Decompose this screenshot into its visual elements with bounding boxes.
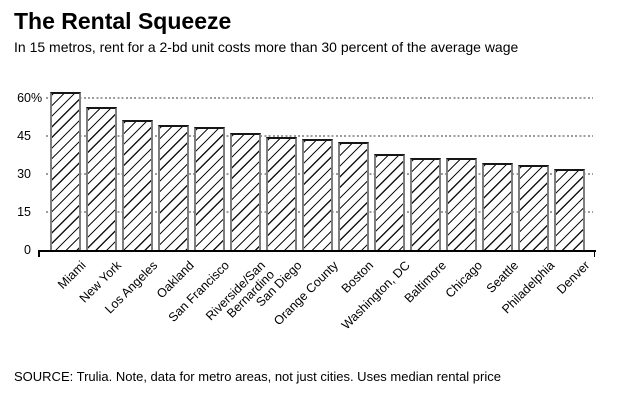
y-tick-label: 60% [0, 91, 42, 105]
y-tick-value: 60 [17, 91, 31, 105]
source-note: SOURCE: Trulia. Note, data for metro are… [14, 369, 501, 384]
bar [157, 124, 189, 250]
gridline [46, 97, 593, 99]
y-tick-value: 45 [17, 129, 31, 143]
bar [373, 153, 405, 250]
y-tick-label: 30 [0, 167, 31, 181]
x-tick-label: Chicago [442, 258, 485, 301]
y-tick-label: 0 [0, 243, 31, 257]
bar [554, 168, 586, 250]
bar [518, 165, 550, 250]
bar [301, 138, 333, 250]
bar [229, 133, 261, 250]
chart-subtitle: In 15 metros, rent for a 2-bd unit costs… [14, 39, 519, 55]
y-tick-value: 0 [24, 243, 31, 257]
bar [337, 142, 369, 250]
chart-title: The Rental Squeeze [14, 8, 232, 34]
bar [482, 162, 514, 250]
bar [446, 157, 478, 250]
bar [49, 91, 81, 250]
x-tick-label: Miami [54, 258, 89, 292]
axis-end-tick [593, 250, 596, 257]
bar [85, 106, 117, 250]
x-axis-line [38, 250, 596, 252]
y-tick-value: 30 [17, 167, 31, 181]
bar [265, 137, 297, 250]
gridline [46, 135, 593, 137]
y-tick-unit: % [31, 91, 43, 105]
bar [193, 127, 225, 250]
y-tick-value: 15 [17, 205, 31, 219]
x-tick-label: Denver [554, 258, 593, 297]
bar [410, 157, 441, 250]
axis-end-tick [38, 250, 40, 257]
bar [121, 119, 153, 250]
y-tick-label: 45 [0, 129, 31, 143]
y-tick-label: 15 [0, 205, 31, 219]
